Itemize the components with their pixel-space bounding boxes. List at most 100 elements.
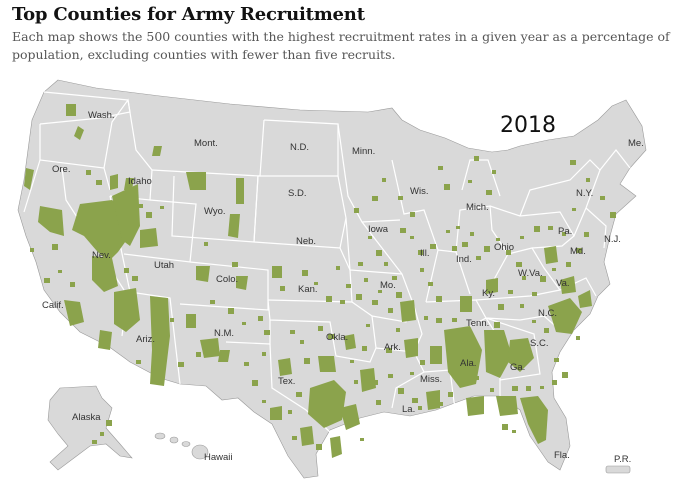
state-label-id: Idaho bbox=[128, 176, 152, 187]
state-label-mt: Mont. bbox=[194, 138, 218, 149]
state-label-ok: Okla. bbox=[326, 332, 348, 343]
county-highlight bbox=[328, 334, 334, 339]
county-highlight bbox=[456, 226, 460, 229]
state-label-mo: Mo. bbox=[380, 280, 396, 291]
county-highlight bbox=[228, 308, 234, 314]
county-highlight bbox=[44, 278, 50, 283]
state-label-ky: Ky. bbox=[482, 288, 495, 299]
county-highlight bbox=[404, 338, 418, 358]
county-highlight bbox=[438, 166, 443, 170]
county-highlight bbox=[570, 160, 576, 165]
county-highlight bbox=[490, 388, 494, 392]
county-highlight bbox=[196, 352, 201, 357]
county-highlight bbox=[218, 350, 230, 362]
state-label-sc: S.C. bbox=[530, 338, 548, 349]
county-highlight bbox=[496, 396, 518, 416]
county-highlight bbox=[354, 380, 358, 384]
state-label-wa: Wash. bbox=[88, 110, 115, 121]
county-highlight bbox=[496, 238, 500, 241]
county-highlight bbox=[58, 270, 62, 273]
state-label-il: Ill. bbox=[420, 248, 430, 259]
county-highlight bbox=[346, 284, 351, 288]
county-highlight bbox=[358, 262, 363, 266]
county-highlight bbox=[412, 398, 418, 403]
county-highlight bbox=[262, 400, 266, 403]
state-label-mn: Minn. bbox=[352, 146, 375, 157]
county-highlight bbox=[170, 318, 174, 322]
state-label-tx: Tex. bbox=[278, 376, 295, 387]
county-highlight bbox=[452, 246, 457, 251]
county-highlight bbox=[376, 250, 382, 256]
county-highlight bbox=[314, 282, 318, 285]
county-highlight bbox=[522, 276, 526, 280]
county-highlight bbox=[520, 304, 524, 308]
county-highlight bbox=[474, 156, 479, 161]
state-label-oh: Ohio bbox=[494, 242, 514, 253]
county-highlight bbox=[146, 212, 152, 218]
county-highlight bbox=[484, 246, 490, 252]
county-highlight bbox=[152, 146, 162, 156]
county-highlight bbox=[38, 206, 64, 236]
state-label-ny: N.Y. bbox=[576, 188, 593, 199]
county-highlight bbox=[340, 404, 360, 430]
county-highlight bbox=[308, 380, 346, 428]
county-highlight bbox=[74, 126, 84, 140]
state-label-mi: Mich. bbox=[466, 202, 489, 213]
county-highlight bbox=[448, 392, 453, 397]
county-highlight bbox=[386, 348, 392, 353]
county-highlight bbox=[210, 300, 215, 304]
county-highlight bbox=[372, 380, 378, 385]
county-highlight bbox=[506, 250, 511, 255]
county-highlight bbox=[586, 178, 590, 182]
us-county-map: Wash. Ore. Calif. Idaho Nev. Mont. Wyo. … bbox=[17, 79, 647, 479]
county-highlight bbox=[400, 300, 416, 322]
county-highlight bbox=[86, 170, 91, 175]
county-highlight bbox=[304, 358, 310, 364]
county-highlight bbox=[262, 352, 266, 356]
county-highlight bbox=[138, 204, 143, 208]
state-label-nm: N.M. bbox=[214, 328, 234, 339]
county-highlight bbox=[100, 432, 104, 436]
county-highlight bbox=[526, 386, 531, 391]
county-highlight bbox=[360, 438, 364, 441]
county-highlight bbox=[368, 236, 372, 239]
county-highlight bbox=[72, 200, 130, 262]
county-highlight bbox=[562, 372, 568, 378]
state-label-co: Colo. bbox=[216, 274, 238, 285]
county-highlight bbox=[396, 328, 400, 332]
county-highlight bbox=[584, 232, 589, 237]
county-highlight bbox=[576, 336, 580, 340]
county-highlight bbox=[372, 300, 378, 305]
county-highlight bbox=[444, 184, 450, 190]
county-highlight bbox=[114, 288, 140, 332]
county-highlight bbox=[186, 172, 206, 190]
county-highlight bbox=[508, 338, 534, 372]
county-highlight bbox=[244, 362, 249, 366]
county-highlight bbox=[468, 180, 472, 183]
county-highlight bbox=[498, 304, 504, 310]
county-highlight bbox=[364, 278, 368, 282]
county-highlight bbox=[30, 248, 34, 252]
county-highlight bbox=[96, 180, 102, 185]
county-highlight bbox=[316, 444, 322, 450]
state-label-nj: N.J. bbox=[604, 234, 621, 245]
county-highlight bbox=[236, 276, 248, 290]
county-highlight bbox=[392, 276, 397, 280]
county-highlight bbox=[200, 338, 220, 358]
page-title: Top Counties for Army Recruitment bbox=[12, 4, 365, 25]
county-highlight bbox=[376, 400, 381, 405]
county-highlight bbox=[502, 424, 508, 430]
county-highlight bbox=[278, 358, 292, 376]
county-highlight bbox=[552, 268, 556, 271]
state-label-ak: Alaska bbox=[72, 412, 101, 423]
county-highlight bbox=[360, 368, 376, 392]
state-label-tn: Tenn. bbox=[466, 318, 489, 329]
county-highlight bbox=[540, 276, 546, 282]
county-highlight bbox=[552, 380, 557, 385]
county-highlight bbox=[350, 360, 354, 363]
county-highlight bbox=[520, 396, 548, 444]
state-label-in: Ind. bbox=[456, 254, 472, 265]
county-highlight bbox=[576, 248, 582, 253]
county-highlight bbox=[420, 360, 425, 365]
county-highlight bbox=[428, 282, 433, 286]
